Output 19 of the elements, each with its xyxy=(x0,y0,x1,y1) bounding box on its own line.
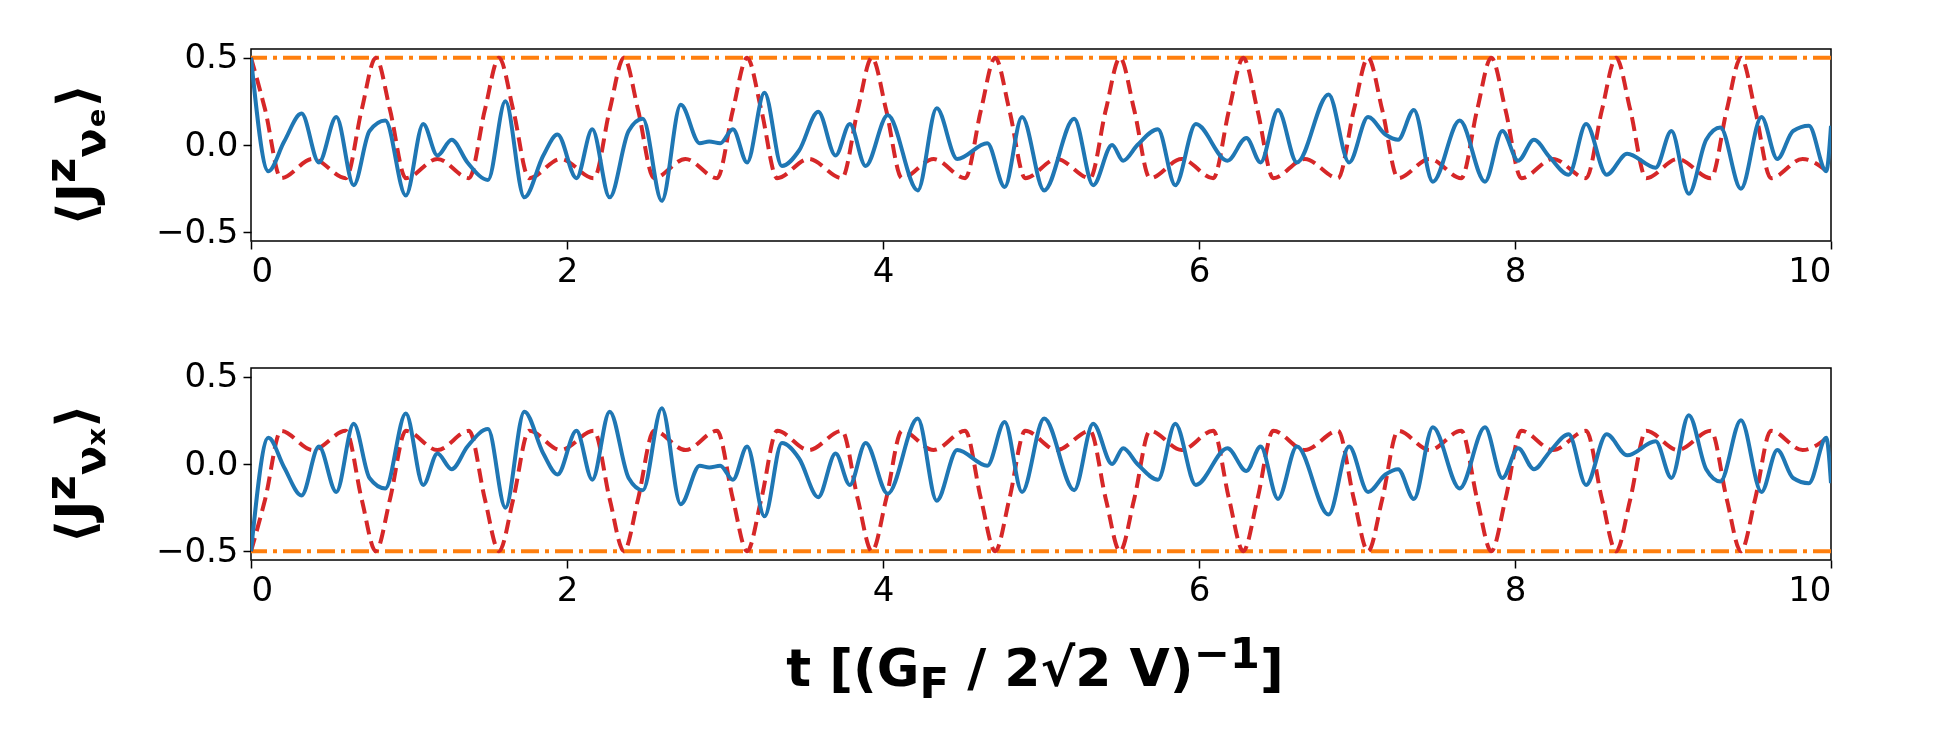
y-tick-label: −0.5 xyxy=(155,529,239,570)
x-axis-title: t [(G$_{F}$ / 2√2 V)$^{−1}$] xyxy=(785,628,1285,708)
x-tick-label: 6 xyxy=(1188,568,1211,609)
x-tick-label: 10 xyxy=(1788,568,1832,609)
y-tick-label: 0.0 xyxy=(184,442,239,483)
x-tick-label: 2 xyxy=(556,249,579,290)
y-tick-label: −0.5 xyxy=(155,210,239,251)
x-tick-label: 0 xyxy=(251,568,274,609)
y-tick-label: 0.0 xyxy=(184,123,239,164)
x-tick-label: 6 xyxy=(1188,249,1211,290)
x-tick-label: 8 xyxy=(1504,249,1527,290)
x-tick-label: 8 xyxy=(1504,568,1527,609)
x-tick-label: 4 xyxy=(872,249,895,290)
x-tick-label: 4 xyxy=(872,568,895,609)
y-tick-label: 0.5 xyxy=(184,36,239,77)
x-tick-label: 0 xyxy=(251,249,274,290)
x-tick-label: 10 xyxy=(1788,249,1832,290)
y-tick-label: 0.5 xyxy=(184,355,239,396)
x-tick-label: 2 xyxy=(556,568,579,609)
